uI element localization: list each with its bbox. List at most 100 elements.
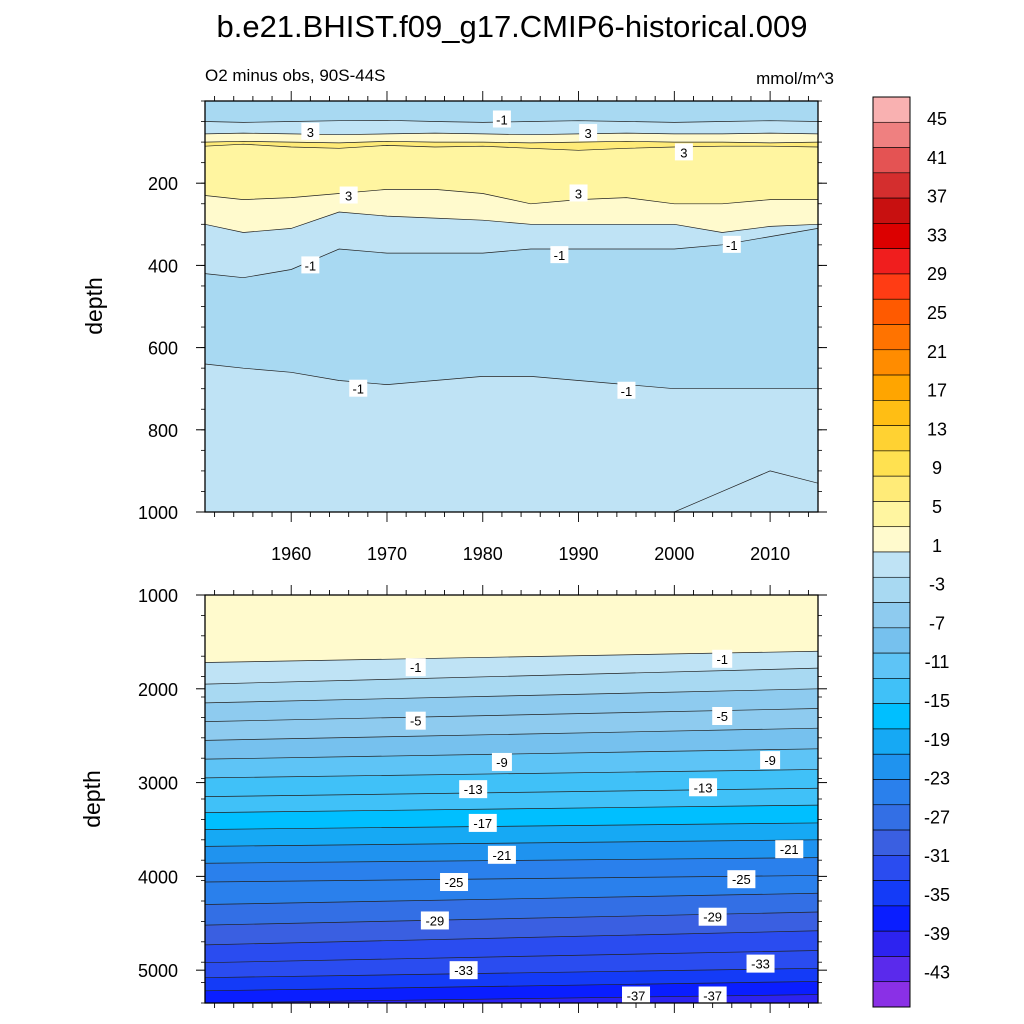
contour-label: -21 (775, 840, 804, 859)
lower-contour-line (205, 875, 818, 883)
contour-label-bg (712, 649, 733, 668)
contour-label-bg (622, 986, 651, 1005)
contour-label-text: 3 (345, 189, 352, 204)
upper-contour-fill (205, 101, 818, 512)
chart-subtitle: O2 minus obs, 90S-44S (205, 66, 385, 85)
contour-label-bg (727, 870, 756, 889)
lower-contour-line (205, 667, 818, 685)
x-tick-label: 1990 (559, 544, 599, 564)
contour-label-text: -17 (473, 816, 492, 831)
contour-label: -5 (405, 711, 426, 730)
contour-label-bg (760, 751, 781, 770)
contour-label-bg (449, 961, 478, 980)
contour-label: -13 (459, 780, 488, 799)
colorbar-frame (872, 96, 911, 1008)
colorbar-swatch (872, 551, 911, 578)
contour-label-text: -25 (445, 875, 464, 890)
contour-label-bg (775, 840, 804, 859)
contour-label-bg (459, 780, 488, 799)
contour-label: 3 (579, 124, 598, 142)
colorbar-swatch (872, 576, 911, 603)
upper-panel: -1 3 3 3 3 3 -1 -1 -1 -1 -1 200 400 600 800 1000 1960 19… (81, 91, 827, 564)
lower-contour-line (205, 839, 818, 847)
contour-label-text: -25 (732, 872, 751, 887)
y-tick-label: 800 (148, 421, 178, 441)
colorbar-swatch (872, 501, 911, 528)
contour-label-text: -1 (621, 384, 633, 399)
colorbar-swatch (872, 400, 911, 426)
contour-label: -13 (689, 778, 718, 797)
x-tick-label: 1970 (367, 544, 407, 564)
colorbar-swatch (872, 728, 911, 755)
lower-contour-line (205, 727, 818, 741)
colorbar-swatch (872, 298, 911, 325)
colorbar-label: 13 (927, 419, 947, 439)
colorbar-label: -39 (924, 924, 950, 944)
contour-label: -1 (722, 235, 741, 253)
contour-label-text: -33 (751, 957, 770, 972)
colorbar-swatch (872, 425, 911, 452)
contour-label-bg (550, 246, 569, 264)
lower-contour-line (205, 950, 818, 964)
colorbar-label: -19 (924, 730, 950, 750)
colorbar-label: -11 (925, 652, 950, 672)
contour-label-text: 3 (680, 145, 687, 160)
lower-contour-line (205, 769, 818, 779)
colorbar-swatch (872, 779, 911, 806)
chart-title: b.e21.BHIST.f09_g17.CMIP6-historical.009 (216, 9, 807, 44)
colorbar-swatch (872, 374, 911, 401)
x-tick-label: 1980 (463, 544, 503, 564)
colorbar-swatch (872, 475, 911, 502)
contour-label: -1 (301, 256, 320, 274)
contour-label-bg (674, 143, 693, 161)
colorbar-swatch (872, 147, 911, 174)
colorbar-label: 41 (927, 148, 947, 168)
lower-contour-labels: -1 -1 -5 -5 -9 -9 -13 -13 -17 -21 -21 -25 -25 -29 -29 -… (405, 649, 804, 1005)
lower-contour-line (205, 967, 818, 979)
colorbar-swatch (872, 804, 911, 831)
colorbar-swatch (872, 450, 911, 477)
colorbar-swatch (872, 981, 911, 1008)
colorbar-label: -15 (924, 691, 950, 711)
colorbar-swatch (872, 627, 911, 654)
colorbar-label: -35 (924, 885, 950, 905)
colorbar-swatch (872, 703, 911, 730)
contour-label-bg (301, 122, 320, 140)
contour-label-text: 3 (307, 125, 314, 140)
contour-label-text: -29 (425, 913, 444, 928)
colorbar-swatch (872, 96, 911, 123)
contour-label-bg (689, 778, 718, 797)
contour-label: -29 (420, 911, 449, 930)
upper-contour-line (205, 189, 818, 205)
contour-label-text: -5 (716, 709, 728, 724)
contour-label: 3 (339, 186, 358, 204)
colorbar-label: -31 (924, 846, 950, 866)
contour-label-bg (569, 184, 588, 202)
contour-label-text: -9 (496, 755, 508, 770)
lower-contour-line (205, 688, 818, 704)
colorbar-swatch (872, 602, 911, 629)
y-tick-label: 600 (148, 339, 178, 359)
contour-label-text: -1 (305, 258, 317, 273)
colorbar-swatch (872, 956, 911, 983)
lower-contour-line (205, 892, 818, 905)
colorbar-swatch (872, 248, 911, 275)
colorbar-label: 9 (932, 458, 942, 478)
contour-label-text: -1 (352, 382, 364, 397)
contour-label-bg (579, 124, 598, 142)
contour-label: -17 (468, 813, 497, 832)
upper-contour-lines (205, 119, 818, 512)
y-tick-label: 3000 (138, 774, 178, 794)
colorbar-label: -3 (929, 575, 945, 595)
contour-label-text: -1 (716, 652, 728, 667)
contour-label-bg (491, 752, 512, 771)
contour-label-text: -21 (493, 848, 512, 863)
colorbar-label: 21 (927, 342, 947, 362)
colorbar-swatch (872, 223, 911, 249)
contour-label-bg (698, 907, 727, 926)
colorbar-swatch (872, 324, 911, 351)
colorbar-swatch (872, 880, 911, 907)
lower-contour-line (205, 981, 818, 992)
y-tick-label: 200 (148, 174, 178, 194)
contour-label: 3 (301, 122, 320, 140)
